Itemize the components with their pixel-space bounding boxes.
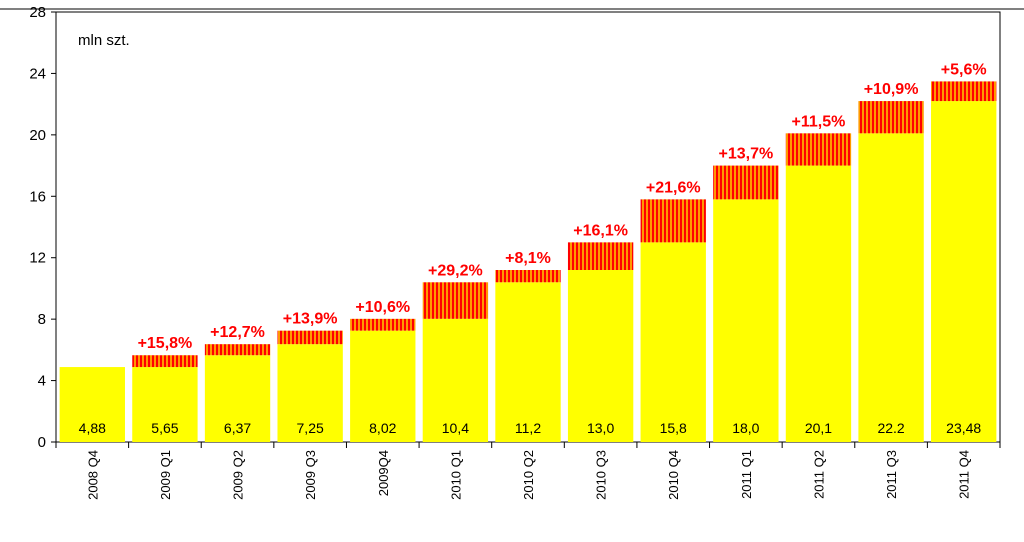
x-tick-label: 2009 Q1 xyxy=(158,450,173,500)
x-tick-label: 2010 Q4 xyxy=(666,450,681,500)
x-tick-label: 2009 Q3 xyxy=(303,450,318,500)
y-tick-label: 16 xyxy=(29,188,46,205)
bar-increment xyxy=(713,165,779,200)
x-tick-label: 2010 Q2 xyxy=(521,450,536,500)
y-tick-label: 28 xyxy=(29,4,46,21)
growth-label: +16,1% xyxy=(573,222,628,239)
bar-value-label: 22.2 xyxy=(877,420,904,436)
growth-label: +8,1% xyxy=(505,250,551,267)
bar-value-label: 8,02 xyxy=(369,420,396,436)
bar-increment xyxy=(422,282,489,319)
bar-increment xyxy=(495,270,561,283)
x-tick-label: 2009Q4 xyxy=(376,450,391,496)
bar-increment xyxy=(277,330,343,345)
bar-value-label: 7,25 xyxy=(297,420,324,436)
growth-label: +5,6% xyxy=(941,61,987,78)
bar-increment xyxy=(931,81,997,102)
y-tick-label: 4 xyxy=(38,373,46,390)
bar-base xyxy=(713,199,779,442)
bar-value-label: 11,2 xyxy=(515,420,541,436)
growth-label: +13,9% xyxy=(283,311,338,328)
bar-value-label: 18,0 xyxy=(732,420,759,436)
growth-label: +13,7% xyxy=(718,146,773,163)
growth-label: +15,8% xyxy=(138,335,193,352)
x-tick-label: 2011 Q2 xyxy=(811,450,826,499)
bar-increment xyxy=(350,318,416,331)
bar-base xyxy=(931,101,997,443)
y-tick-label: 12 xyxy=(29,250,46,267)
bar-base xyxy=(59,367,125,442)
x-tick-label: 2009 Q2 xyxy=(231,450,246,500)
x-tick-label: 2010 Q1 xyxy=(448,450,463,500)
bar-value-label: 6,37 xyxy=(224,420,251,436)
bar-base xyxy=(350,330,416,442)
bar-base xyxy=(495,282,561,442)
bar-increment xyxy=(132,355,198,368)
y-tick-label: 8 xyxy=(38,311,46,328)
bar-increment xyxy=(640,199,706,243)
bar-value-label: 23,48 xyxy=(946,420,981,436)
bar-increment xyxy=(858,101,924,134)
x-tick-label: 2011 Q4 xyxy=(957,450,972,499)
bar-value-label: 20,1 xyxy=(805,420,832,436)
growth-label: +10,9% xyxy=(864,81,919,98)
bar-increment xyxy=(567,242,634,270)
x-tick-label: 2010 Q3 xyxy=(594,450,609,500)
y-tick-label: 0 xyxy=(38,434,46,451)
bar-value-label: 5,65 xyxy=(151,420,178,436)
unit-label: mln szt. xyxy=(78,32,130,49)
bar-base xyxy=(858,133,924,443)
bar-base xyxy=(277,344,343,442)
bar-base xyxy=(204,355,271,442)
bar-value-label: 13,0 xyxy=(587,420,614,436)
bar-increment xyxy=(204,344,271,356)
x-tick-label: 2011 Q1 xyxy=(739,450,754,499)
growth-label: +11,5% xyxy=(792,113,846,130)
growth-label: +29,2% xyxy=(428,262,483,279)
bar-value-label: 15,8 xyxy=(660,420,687,436)
x-tick-label: 2011 Q3 xyxy=(884,450,899,499)
bar-base xyxy=(422,318,489,442)
y-tick-label: 24 xyxy=(29,65,46,82)
growth-label: +10,6% xyxy=(355,299,410,316)
bar-value-label: 4,88 xyxy=(79,420,106,436)
growth-label: +12,7% xyxy=(210,324,265,341)
bar-base xyxy=(567,270,634,442)
bar-increment xyxy=(785,133,852,166)
bar-base xyxy=(640,242,706,442)
x-tick-label: 2008 Q4 xyxy=(85,450,100,500)
bar-base xyxy=(785,165,852,443)
bar-base xyxy=(132,367,198,442)
growth-label: +21,6% xyxy=(646,179,701,196)
bar-value-label: 10,4 xyxy=(442,420,469,436)
y-tick-label: 20 xyxy=(29,127,46,144)
